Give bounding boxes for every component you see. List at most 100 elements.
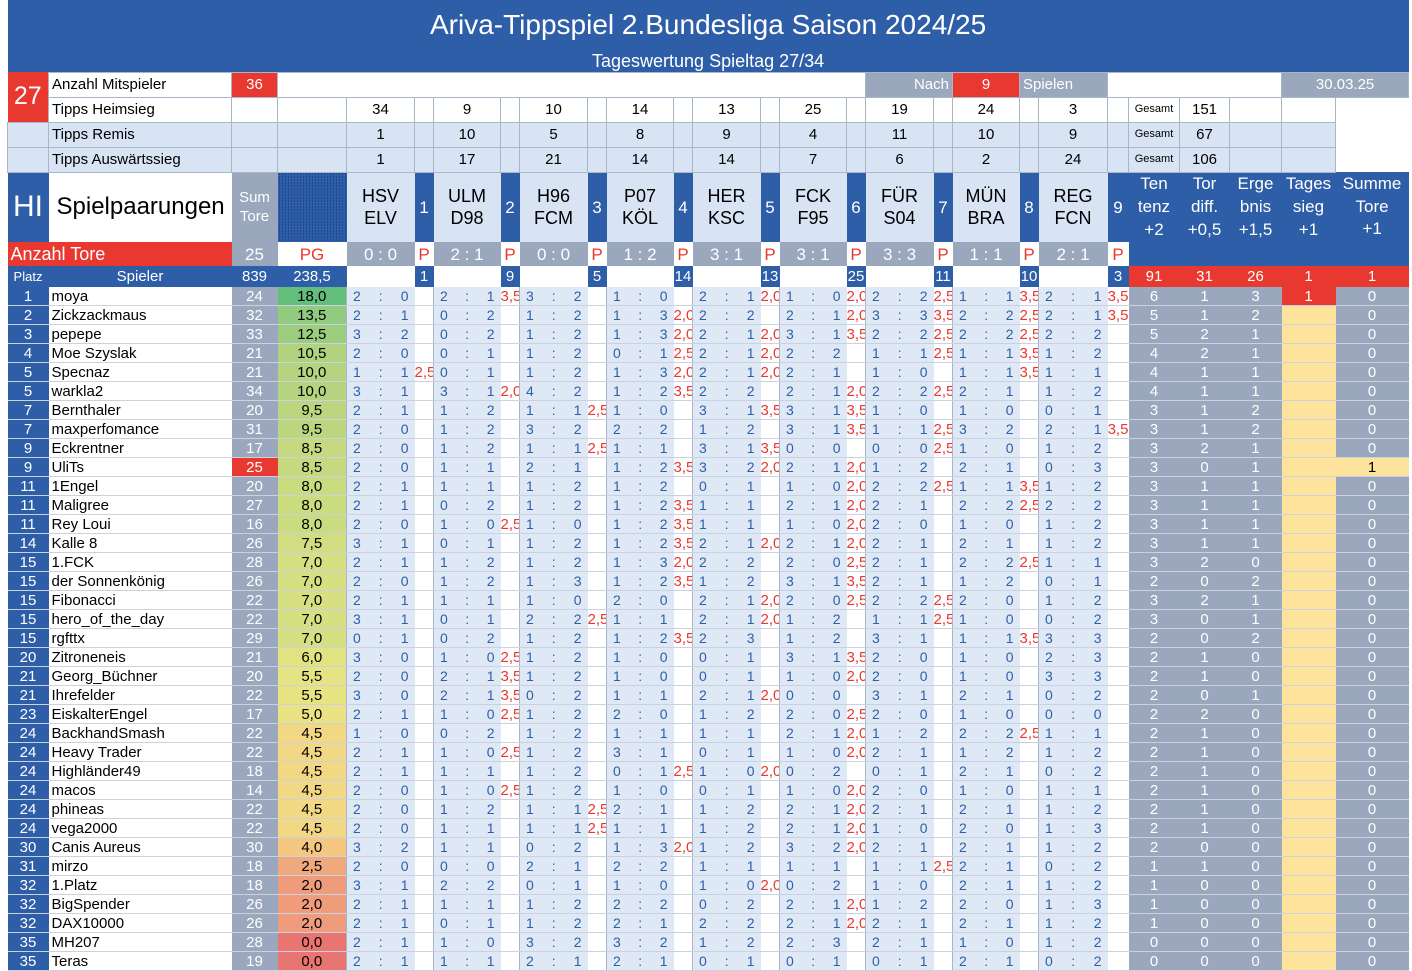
tip: 1:2 — [1038, 913, 1108, 933]
player-name[interactable]: BigSpender — [48, 894, 232, 914]
player-name[interactable]: Bernthaler — [48, 400, 232, 420]
player-name[interactable]: hero_of_the_day — [48, 609, 232, 629]
player-name[interactable]: Rey Loui — [48, 514, 232, 534]
player-name[interactable]: Maligree — [48, 495, 232, 515]
player-row[interactable]: 15 1.FCK 28 7,0 2:1 1:2 1:2 1:3 2,0 2:2 2:0 2,5 2:1 2… — [7, 552, 1409, 572]
player-row[interactable]: 9 Eckrentner 17 8,5 2:0 1:2 1:1 2,5 1:1 3:1 3,5 0:0… — [7, 438, 1409, 458]
player-row[interactable]: 21 Ihrefelder 22 5,5 3:0 2:1 3,5 0:2 1:1 2:1 2,0 0:… — [7, 685, 1409, 705]
player-name[interactable]: warkla2 — [48, 381, 232, 401]
player-row[interactable]: 15 rgfttx 29 7,0 0:1 0:2 1:2 1:2 3,5 2:3 1:2 3:1 1:1… — [7, 628, 1409, 648]
tipps-heim-count: 3 — [1038, 96, 1108, 123]
player-name[interactable]: Fibonacci — [48, 590, 232, 610]
tip-home: 1 — [440, 573, 448, 589]
player-name[interactable]: UliTs — [48, 457, 232, 477]
player-name[interactable]: Kalle 8 — [48, 533, 232, 553]
player-row[interactable]: 24 vega2000 22 4,5 2:0 1:1 1:1 2,5 1:1 1:2 2:1 2,0 1… — [7, 818, 1409, 838]
player-name[interactable]: DAX10000 — [48, 913, 232, 933]
player-row[interactable]: 20 Zitroneneis 21 6,0 3:0 1:0 2,5 1:2 1:0 0:1 3:1 3… — [7, 647, 1409, 667]
player-row[interactable]: 15 Fibonacci 22 7,0 2:1 1:1 1:0 2:0 2:1 2,0 2:0 2,5… — [7, 590, 1409, 610]
tip-home: 2 — [353, 497, 361, 513]
player-name[interactable]: vega2000 — [48, 818, 232, 838]
player-row[interactable]: 15 der Sonnenkönig 26 7,0 2:0 1:2 1:3 1:2 3,5 1:2… — [7, 571, 1409, 591]
tip-home: 2 — [959, 535, 967, 551]
player-row[interactable]: 21 Georg_Büchner 20 5,5 2:0 2:1 3,5 1:2 1:0 0:1 1:… — [7, 666, 1409, 686]
player-row[interactable]: 5 warkla2 34 10,0 3:1 3:1 2,0 4:2 1:2 3,5 2:2 2:1 2,… — [7, 381, 1409, 401]
player-name[interactable]: Zickzackmaus — [48, 305, 232, 325]
player-row[interactable]: 31 mirzo 18 2,5 2:0 0:0 2:1 2:2 1:1 1:1 1:1 2,5 2:1 0… — [7, 856, 1409, 876]
player-name[interactable]: 1.Platz — [48, 875, 232, 895]
player-row[interactable]: 11 Maligree 27 8,0 2:1 0:2 1:2 1:2 3,5 1:1 2:1 2,0 2… — [7, 495, 1409, 515]
player-name[interactable]: Ihrefelder — [48, 685, 232, 705]
player-row[interactable]: 11 1Engel 20 8,0 2:1 1:1 1:2 1:2 0:1 1:0 2,0 2:2 2,5… — [7, 476, 1409, 496]
player-row[interactable]: 35 Teras 19 0,0 2:1 1:1 2:1 2:1 0:1 0:1 0:1 2:1 0:2 0… — [7, 951, 1409, 971]
player-name[interactable]: Specnaz — [48, 362, 232, 382]
player-name[interactable]: pepepe — [48, 324, 232, 344]
tordiff: 1 — [1179, 419, 1230, 439]
tendenz: 2 — [1128, 799, 1180, 819]
player-name[interactable]: der Sonnenkönig — [48, 571, 232, 591]
tip-points: 2,0 — [760, 761, 780, 781]
player-row[interactable]: 15 hero_of_the_day 22 7,0 3:1 0:1 2:2 2,5 1:1 2:1… — [7, 609, 1409, 629]
player-row[interactable]: 24 Heavy Trader 22 4,5 2:1 1:0 2,5 1:2 3:1 0:1 1:0… — [7, 742, 1409, 762]
player-row[interactable]: 32 1.Platz 18 2,0 3:1 2:2 0:1 1:0 1:0 2,0 0:2 1:0 2:… — [7, 875, 1409, 895]
tip-points — [500, 533, 520, 553]
player-name[interactable]: phineas — [48, 799, 232, 819]
tordiff: 0 — [1179, 932, 1230, 952]
player-name[interactable]: Georg_Büchner — [48, 666, 232, 686]
player-name[interactable]: maxperfomance — [48, 419, 232, 439]
player-row[interactable]: 24 Highländer49 18 4,5 2:1 1:1 1:2 0:1 2,5 1:0 2,0… — [7, 761, 1409, 781]
player-row[interactable]: 1 moya 24 18,0 2:0 2:1 3,5 3:2 1:0 2:1 2,0 1:0 2,0 2:… — [7, 287, 1409, 306]
player-row[interactable]: 11 Rey Loui 16 8,0 2:0 1:0 2,5 1:0 1:2 3,5 1:1 1:0 2… — [7, 514, 1409, 534]
player-row[interactable]: 9 UliTs 25 8,5 2:0 1:1 2:1 1:2 3,5 3:2 2,0 2:1 2,0 1:… — [7, 457, 1409, 477]
tip: 1:1 — [433, 457, 501, 477]
player-name[interactable]: Eckrentner — [48, 438, 232, 458]
player-name[interactable]: Moe Szyslak — [48, 343, 232, 363]
player-row[interactable]: 24 macos 14 4,5 2:0 1:0 2,5 1:2 1:0 0:1 1:0 2,0 2:0 1… — [7, 780, 1409, 800]
player-name[interactable]: Zitroneneis — [48, 647, 232, 667]
tip: 1:0 — [779, 780, 847, 800]
player-row[interactable]: 24 phineas 22 4,5 2:0 1:2 1:1 2,5 2:1 1:2 2:1 2,0 2:… — [7, 799, 1409, 819]
tip-points — [760, 305, 780, 325]
player-name[interactable]: 1Engel — [48, 476, 232, 496]
player-name[interactable]: Canis Aureus — [48, 837, 232, 857]
player-row[interactable]: 7 Bernthaler 20 9,5 2:1 1:2 1:1 2,5 1:0 3:1 3,5 3:1… — [7, 400, 1409, 420]
match-index: 1 — [414, 172, 434, 242]
player-row[interactable]: 35 MH207 28 0,0 2:1 1:0 3:2 3:2 1:2 2:3 2:1 1:0 1:2 0… — [7, 932, 1409, 952]
tip-away: 0 — [1005, 820, 1014, 836]
tip-home: 0 — [1045, 706, 1053, 722]
tip-home: 1 — [613, 649, 621, 665]
tip-points — [414, 552, 434, 572]
date: 30.03.25 — [1280, 71, 1410, 98]
tip: 1:1 — [433, 761, 501, 781]
player-row[interactable]: 7 maxperfomance 31 9,5 2:0 1:2 3:2 2:2 1:2 3:1 3,5… — [7, 419, 1409, 439]
player-name[interactable]: BackhandSmash — [48, 723, 232, 743]
player-row[interactable]: 3 pepepe 33 12,5 3:2 0:2 1:2 1:3 2,0 2:1 2,0 3:1 3,5… — [7, 324, 1409, 344]
player-row[interactable]: 2 Zickzackmaus 32 13,5 2:1 0:2 1:2 1:3 2,0 2:2 2:1… — [7, 305, 1409, 325]
player-row[interactable]: 4 Moe Szyslak 21 10,5 2:0 0:1 1:2 0:1 2,5 2:1 2,0 2… — [7, 343, 1409, 363]
player-row[interactable]: 5 Specnaz 21 10,0 1:1 2,5 0:1 1:2 1:3 2,0 2:1 2,0 2:… — [7, 362, 1409, 382]
player-name[interactable]: Highländer49 — [48, 761, 232, 781]
tip: 1:2 — [433, 438, 501, 458]
tip-away: 2 — [486, 402, 495, 418]
tip-away: 2 — [746, 934, 755, 950]
player-name[interactable]: MH207 — [48, 932, 232, 952]
player-name[interactable]: rgfttx — [48, 628, 232, 648]
player-name[interactable]: macos — [48, 780, 232, 800]
player-row[interactable]: 30 Canis Aureus 30 4,0 3:2 1:1 0:2 1:3 2,0 1:2 3:2… — [7, 837, 1409, 857]
player-row[interactable]: 32 BigSpender 26 2,0 2:1 1:1 1:2 2:2 0:2 2:1 2,0 1:… — [7, 894, 1409, 914]
player-name[interactable]: EiskalterEngel — [48, 704, 232, 724]
player-name[interactable]: Heavy Trader — [48, 742, 232, 762]
player-name[interactable]: mirzo — [48, 856, 232, 876]
player-row[interactable]: 14 Kalle 8 26 7,5 3:1 0:1 1:2 1:2 3,5 2:1 2,0 2:1 2,… — [7, 533, 1409, 553]
tip: 0:1 — [1038, 571, 1108, 591]
tip-home: 0 — [440, 915, 448, 931]
player-name[interactable]: Teras — [48, 951, 232, 971]
player-name[interactable]: moya — [48, 287, 232, 306]
tip-points: 2,5 — [1019, 324, 1039, 344]
tip: 2:1 — [692, 533, 761, 553]
tip-points — [414, 381, 434, 401]
player-row[interactable]: 24 BackhandSmash 22 4,5 1:0 0:2 1:2 1:1 1:1 2:1 2,… — [7, 723, 1409, 743]
player-row[interactable]: 23 EiskalterEngel 17 5,0 2:1 1:0 2,5 1:2 2:0 1:2 2… — [7, 704, 1409, 724]
player-name[interactable]: 1.FCK — [48, 552, 232, 572]
tip-away: 2 — [1005, 326, 1014, 342]
